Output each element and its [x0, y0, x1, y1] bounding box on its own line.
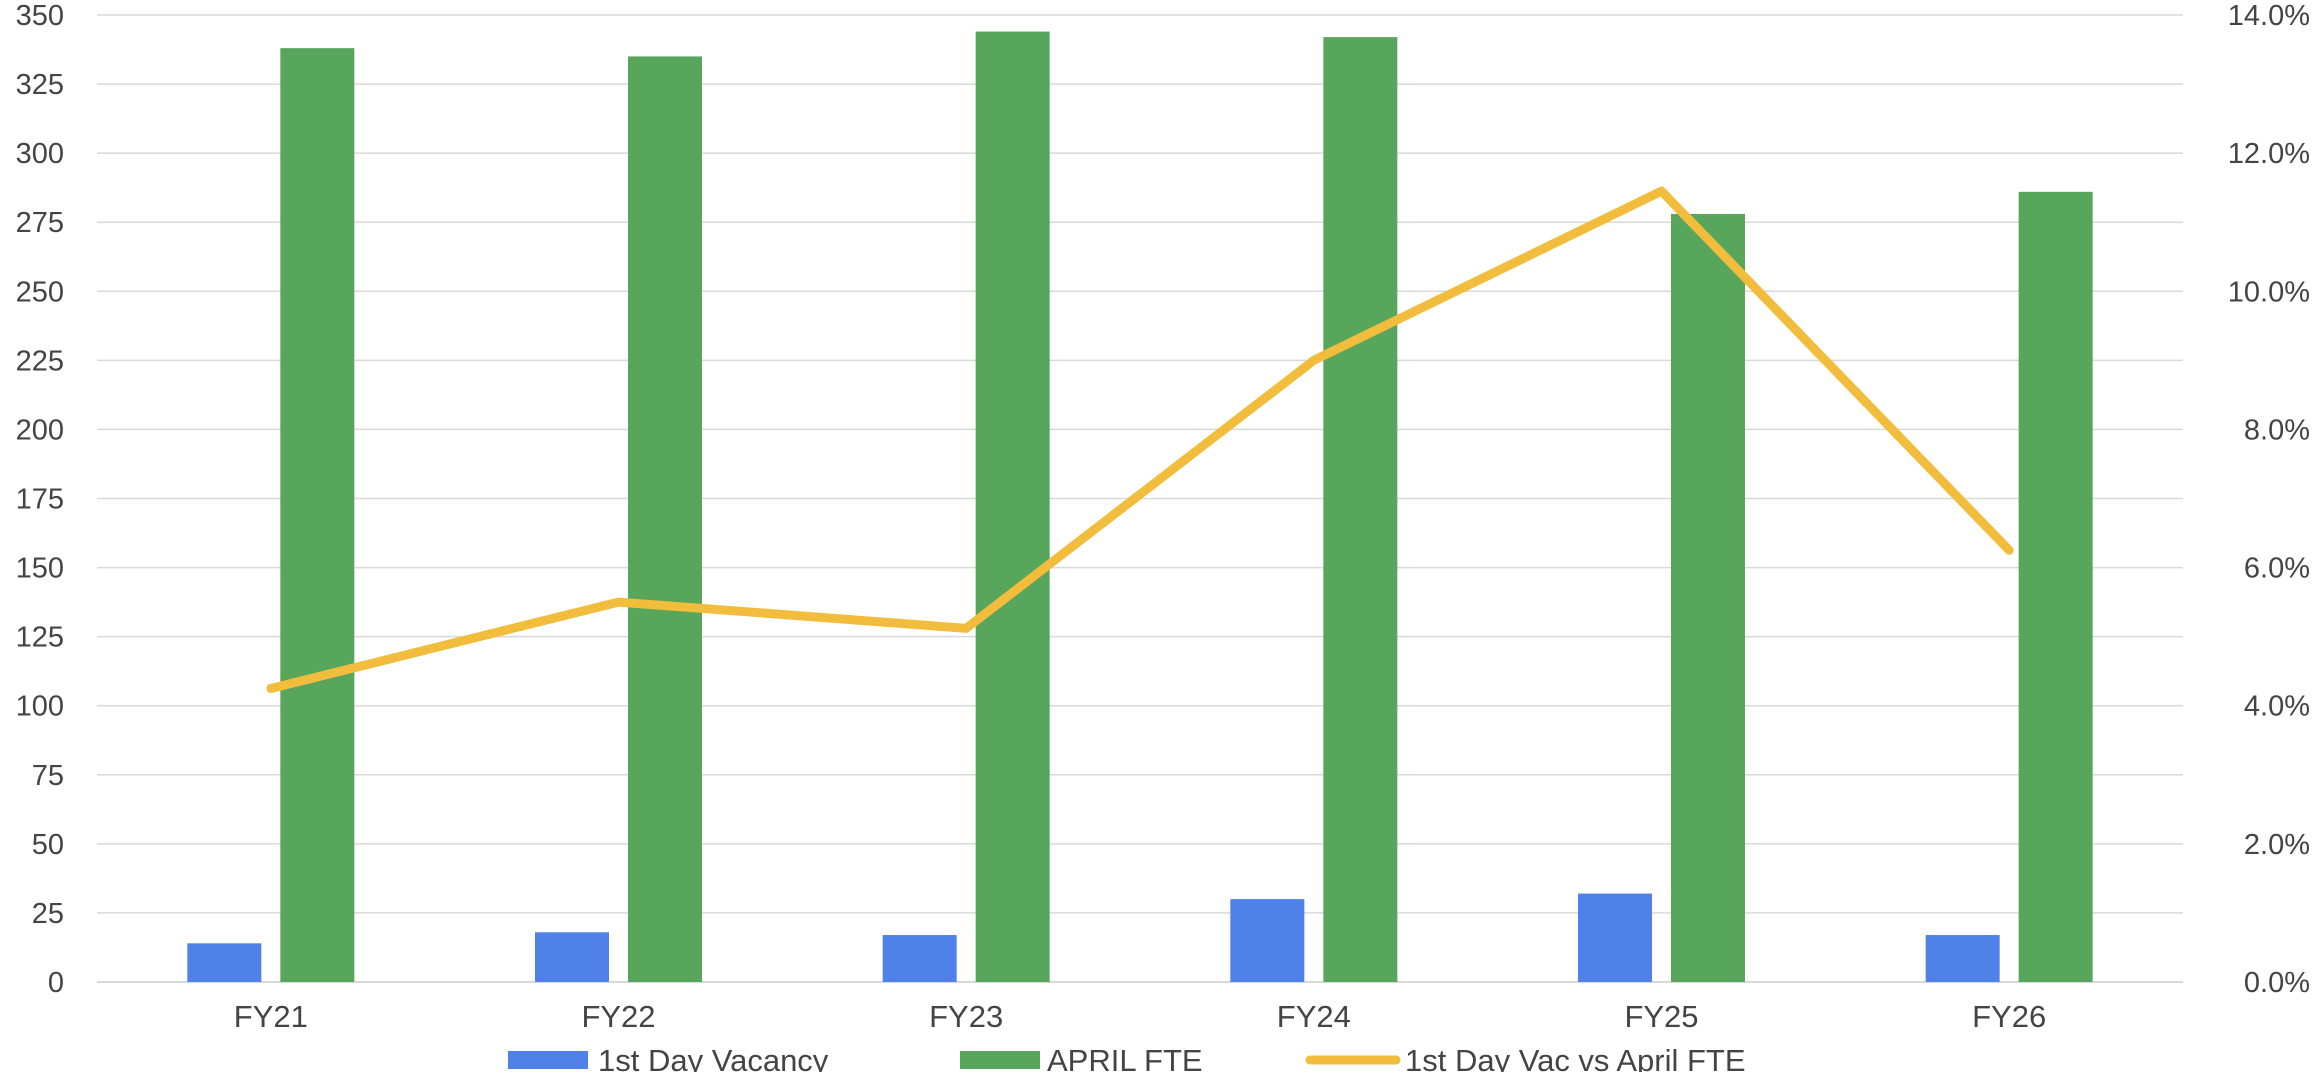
legend-marker-bar	[508, 1051, 588, 1069]
bar-vacancy	[883, 935, 957, 982]
left-tick-label: 325	[16, 69, 64, 101]
legend-label: APRIL FTE	[1047, 1043, 1203, 1072]
bar-april-fte	[976, 32, 1050, 982]
left-axis-ticks: 0 25 50 75 100 125 150 175 200 225 250 275 300 325 350	[16, 0, 64, 999]
right-tick-label: 4.0%	[2244, 691, 2310, 723]
line-series	[271, 191, 2010, 689]
legend: 1st Day Vacancy APRIL FTE 1st Day Vac vs A…	[508, 1043, 1746, 1072]
category-label: FY24	[1277, 999, 1351, 1034]
bar-april-fte	[1323, 37, 1397, 982]
left-tick-label: 250	[16, 276, 64, 308]
legend-label: 1st Day Vacancy	[598, 1043, 829, 1072]
bar-april-fte	[2019, 192, 2093, 982]
bar-april-fte	[280, 48, 354, 982]
left-tick-label: 200	[16, 414, 64, 446]
right-tick-label: 12.0%	[2228, 138, 2310, 170]
category-label: FY23	[929, 999, 1003, 1034]
left-tick-label: 100	[16, 691, 64, 723]
legend-marker-bar	[960, 1051, 1040, 1069]
bar-vacancy	[535, 932, 609, 982]
left-tick-label: 175	[16, 484, 64, 516]
right-tick-label: 10.0%	[2228, 276, 2310, 308]
right-tick-label: 2.0%	[2244, 829, 2310, 861]
right-tick-label: 0.0%	[2244, 967, 2310, 999]
legend-label: 1st Day Vac vs April FTE	[1405, 1043, 1746, 1072]
left-tick-label: 0	[48, 967, 64, 999]
bar-vacancy	[1578, 894, 1652, 982]
left-tick-label: 225	[16, 345, 64, 377]
line-vac-vs-fte	[271, 191, 2009, 688]
bar-vacancy	[1926, 935, 2000, 982]
right-tick-label: 8.0%	[2244, 414, 2310, 446]
left-tick-label: 275	[16, 207, 64, 239]
right-tick-label: 6.0%	[2244, 553, 2310, 585]
left-tick-label: 350	[16, 0, 64, 32]
bar-vacancy	[187, 943, 261, 982]
left-tick-label: 300	[16, 138, 64, 170]
category-label: FY22	[581, 999, 655, 1034]
bars	[187, 32, 2092, 982]
left-tick-label: 50	[32, 829, 64, 861]
right-tick-label: 14.0%	[2228, 0, 2310, 32]
left-tick-label: 150	[16, 553, 64, 585]
bar-april-fte	[1671, 214, 1745, 982]
left-tick-label: 125	[16, 622, 64, 654]
category-label: FY26	[1972, 999, 2046, 1034]
bar-april-fte	[628, 56, 702, 982]
category-label: FY25	[1624, 999, 1698, 1034]
bar-vacancy	[1230, 899, 1304, 982]
category-label: FY21	[234, 999, 308, 1034]
category-labels: FY21 FY22 FY23 FY24 FY25 FY26	[234, 999, 2046, 1034]
left-tick-label: 25	[32, 898, 64, 930]
left-tick-label: 75	[32, 760, 64, 792]
right-axis-ticks: 0.0% 2.0% 4.0% 6.0% 8.0% 10.0% 12.0% 14.0%	[2228, 0, 2310, 999]
